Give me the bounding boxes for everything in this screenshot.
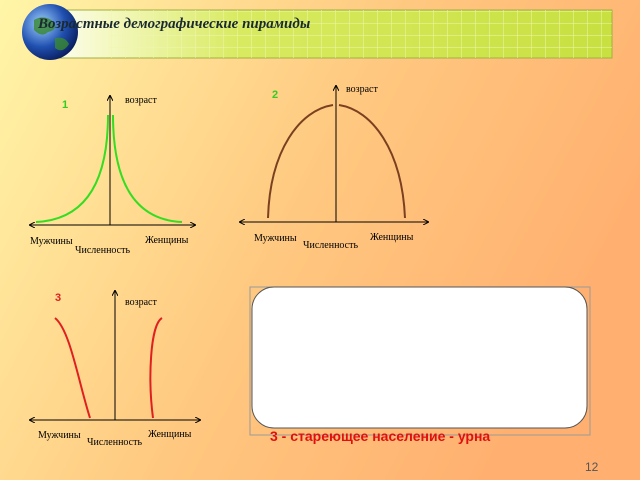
page-number: 12 xyxy=(585,460,599,474)
globe-land xyxy=(34,17,69,51)
diagram-number: 3 xyxy=(55,292,61,304)
diagram-number: 1 xyxy=(62,99,68,111)
left-label: Мужчины xyxy=(38,430,81,441)
title: Возрастные демографические пирамиды xyxy=(37,16,310,32)
pyramid-1-curve xyxy=(35,114,183,223)
pyramid-2-curve xyxy=(267,104,406,219)
title-grid xyxy=(110,10,612,58)
diagram-2-axes xyxy=(240,86,428,222)
pyramid-3-curve xyxy=(54,317,163,419)
right-label: Женщины xyxy=(370,232,414,243)
caption: 3 - стареющее население - урна xyxy=(270,428,490,444)
diagram-1-axes xyxy=(30,96,195,225)
diagram-3-axes xyxy=(30,291,200,420)
x-label: Численность xyxy=(75,245,130,256)
diagram-number: 2 xyxy=(272,89,278,101)
y-label: возраст xyxy=(125,297,157,308)
y-label: возраст xyxy=(125,95,157,106)
right-label: Женщины xyxy=(148,429,192,440)
y-label: возраст xyxy=(346,84,378,95)
x-label: Численность xyxy=(87,437,142,448)
left-label: Мужчины xyxy=(254,233,297,244)
left-label: Мужчины xyxy=(30,236,73,247)
globe xyxy=(22,4,78,60)
x-label: Численность xyxy=(303,240,358,251)
caption-box xyxy=(251,286,588,429)
right-label: Женщины xyxy=(145,235,189,246)
